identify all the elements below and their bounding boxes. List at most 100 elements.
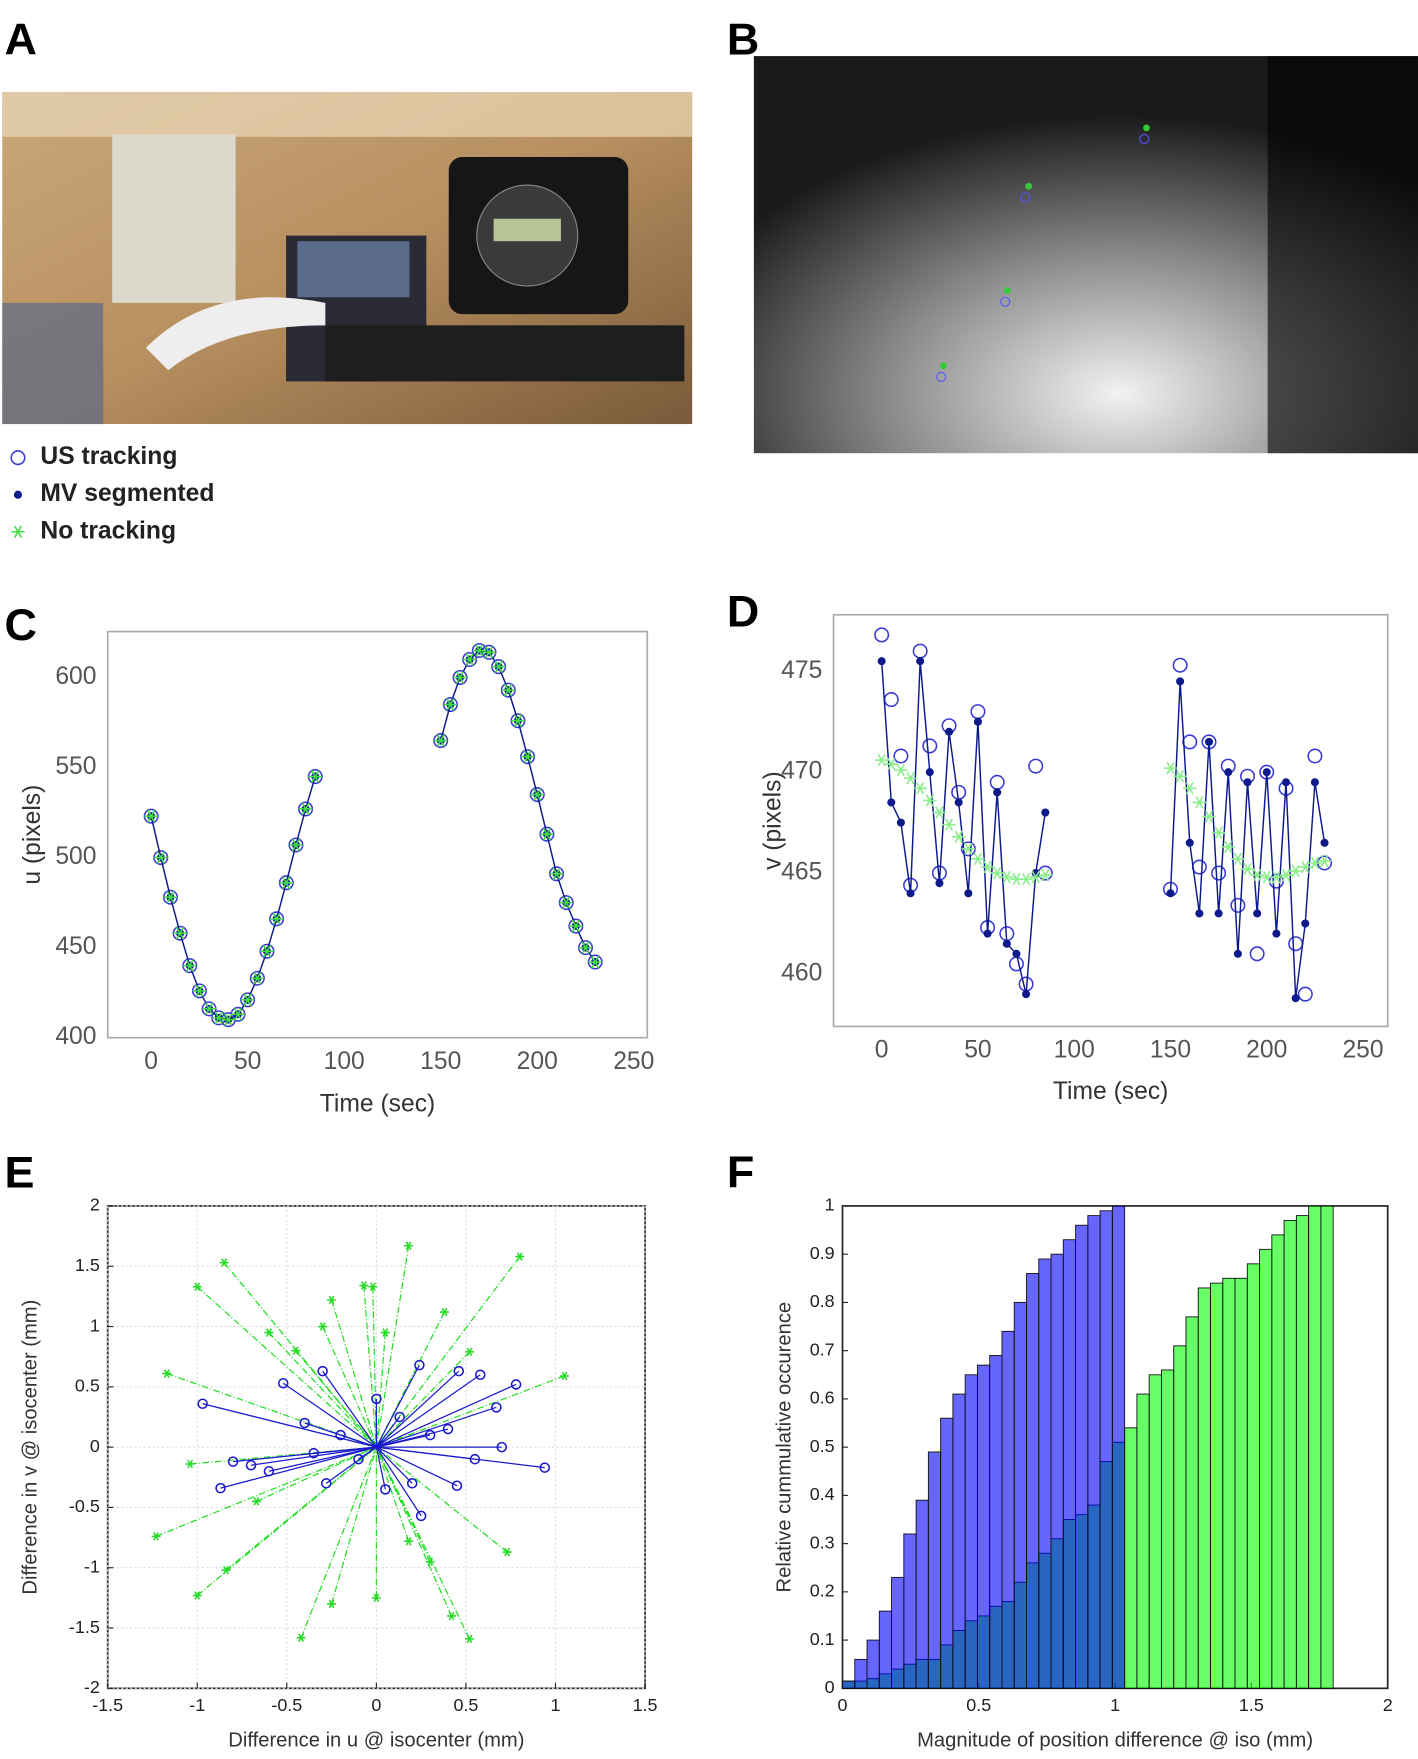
marker — [308, 1447, 319, 1459]
bar — [1001, 1330, 1015, 1689]
x-tick-label: 200 — [1246, 1037, 1287, 1064]
vector — [376, 1446, 475, 1460]
y-tick-label: 0.9 — [810, 1243, 835, 1263]
y-tick-label: 550 — [55, 753, 96, 780]
marker — [913, 782, 927, 795]
marker — [404, 1241, 414, 1251]
marker — [404, 1536, 414, 1546]
marker — [472, 644, 487, 657]
vector — [375, 1245, 410, 1448]
marker — [1281, 778, 1291, 787]
chart: 0 50 100 150 200 250 400 450 500 550 600 Time (sec)… — [19, 630, 654, 1117]
marker — [1310, 778, 1319, 787]
bar — [952, 1393, 966, 1689]
x-tick-label: 0 — [838, 1695, 848, 1715]
vector — [375, 1446, 422, 1517]
marker — [954, 798, 963, 807]
bar — [1148, 1374, 1162, 1689]
y-tick-label: 1 — [90, 1315, 100, 1335]
vector — [190, 1446, 377, 1465]
bar — [891, 1576, 905, 1689]
x-tick-label: 250 — [613, 1048, 654, 1075]
marker — [151, 1532, 161, 1541]
y-tick-label: -0.5 — [69, 1496, 100, 1516]
chart: 0 0.5 1 1.5 2 0 0.1 0.2 0.3 0.4 0.5 0.6 0.7 0.8 0.9 1 Ma… — [774, 1195, 1393, 1752]
marker — [227, 1456, 239, 1467]
marker — [144, 809, 158, 823]
marker — [1243, 778, 1252, 787]
bar — [866, 1639, 880, 1689]
marker — [559, 896, 573, 909]
vector — [225, 1446, 377, 1571]
bar — [1136, 1393, 1150, 1689]
x-tick-label: 100 — [324, 1048, 365, 1075]
vector — [375, 1370, 460, 1448]
bar — [1222, 1277, 1236, 1689]
marker — [1211, 826, 1226, 839]
x-axis-label: Magnitude of position difference @ iso (… — [917, 1729, 1313, 1751]
vector — [358, 1446, 377, 1460]
photo-panel — [2, 91, 693, 425]
vector — [376, 1446, 458, 1487]
y-tick-label: -2 — [84, 1677, 100, 1697]
marker — [980, 860, 995, 874]
marker — [318, 1322, 328, 1331]
vector — [376, 1383, 517, 1448]
marker — [308, 770, 322, 783]
y-tick-label: 0.5 — [810, 1436, 835, 1456]
vector — [376, 1374, 481, 1448]
marker — [1231, 852, 1245, 866]
marker — [925, 768, 934, 777]
x-axis-label: Time (sec) — [320, 1090, 436, 1117]
x-axis-label: Difference in u @ isocenter (mm) — [228, 1729, 524, 1751]
vector — [322, 1370, 377, 1448]
bar — [976, 1364, 991, 1689]
marker — [263, 1465, 275, 1477]
marker — [1183, 782, 1197, 795]
vector — [268, 1332, 377, 1448]
marker — [13, 490, 23, 499]
panel-label: D — [727, 586, 759, 637]
y-tick-label: 0.6 — [810, 1388, 835, 1408]
marker — [371, 1393, 382, 1405]
marker — [279, 876, 294, 890]
vector — [268, 1446, 377, 1472]
y-tick-label: 0.2 — [810, 1581, 835, 1601]
bar — [1210, 1282, 1224, 1689]
marker — [414, 1359, 425, 1371]
marker — [491, 660, 506, 673]
marker — [465, 1634, 475, 1644]
marker — [973, 717, 982, 726]
marker — [1009, 872, 1024, 886]
marker — [162, 1369, 172, 1378]
x-tick-label: 0 — [875, 1037, 889, 1064]
y-tick-label: 0 — [825, 1677, 835, 1697]
marker — [1019, 872, 1033, 886]
marker — [511, 714, 525, 727]
marker — [961, 842, 976, 856]
legend-label: No tracking — [40, 517, 176, 544]
vector — [223, 1262, 377, 1448]
marker — [469, 1453, 481, 1465]
legend-symbol — [13, 490, 23, 499]
bar — [1038, 1258, 1052, 1689]
marker — [197, 1398, 208, 1409]
panel-label: B — [727, 13, 759, 64]
bar — [903, 1533, 917, 1689]
marker — [520, 750, 535, 763]
marker — [491, 1402, 502, 1413]
x-tick-label: 0 — [144, 1048, 158, 1075]
y-tick-label: 470 — [781, 758, 822, 785]
vector — [256, 1446, 377, 1502]
marker — [219, 1258, 229, 1267]
marker — [1000, 870, 1014, 884]
marker — [906, 889, 915, 898]
panel-label: F — [727, 1147, 754, 1198]
x-tick-label: 1 — [1110, 1695, 1120, 1715]
vector — [375, 1256, 521, 1448]
marker — [359, 1281, 369, 1290]
marker — [874, 627, 890, 643]
bar — [1111, 1205, 1126, 1689]
marker — [1038, 868, 1053, 882]
